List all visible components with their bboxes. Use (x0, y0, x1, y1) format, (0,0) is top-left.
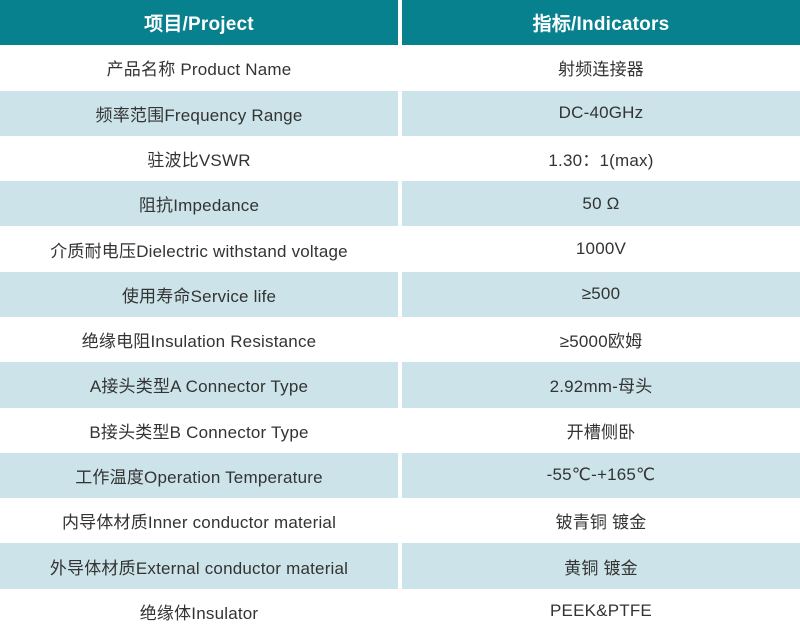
table-header-row: 项目/Project 指标/Indicators (0, 0, 800, 46)
indicator-cell: 1.30：1(max) (402, 135, 800, 182)
project-cell: 工作温度Operation Temperature (0, 452, 398, 499)
indicator-cell: 1000V (402, 226, 800, 272)
indicator-cell: DC-40GHz (402, 90, 800, 136)
project-cell: 绝缘体Insulator (0, 588, 398, 634)
table-row: 阻抗Impedance 50 Ω (0, 181, 800, 227)
project-cell: B接头类型B Connector Type (0, 407, 398, 453)
column-header-indicators: 指标/Indicators (402, 0, 800, 46)
project-cell: 产品名称 Product Name (0, 45, 398, 91)
project-cell: 使用寿命Service life (0, 271, 398, 317)
indicator-cell: -55℃-+165℃ (402, 452, 800, 499)
indicator-cell: 50 Ω (402, 181, 800, 227)
table-row: 使用寿命Service life ≥500 (0, 271, 800, 317)
indicator-cell: ≥5000欧姆 (402, 316, 800, 363)
project-cell: 内导体材质Inner conductor material (0, 498, 398, 544)
project-cell: 绝缘电阻Insulation Resistance (0, 316, 398, 363)
project-cell: 介质耐电压Dielectric withstand voltage (0, 226, 398, 272)
table-row: B接头类型B Connector Type 开槽侧卧 (0, 407, 800, 453)
project-cell: 外导体材质External conductor material (0, 543, 398, 589)
column-header-project: 项目/Project (0, 0, 398, 46)
indicator-cell: 射频连接器 (402, 45, 800, 91)
table-row: 外导体材质External conductor material 黄铜 镀金 (0, 543, 800, 589)
table-row: 驻波比VSWR 1.30：1(max) (0, 135, 800, 182)
table-row: 产品名称 Product Name 射频连接器 (0, 45, 800, 91)
indicator-cell: 黄铜 镀金 (402, 543, 800, 589)
table-row: 绝缘电阻Insulation Resistance ≥5000欧姆 (0, 316, 800, 363)
project-cell: 阻抗Impedance (0, 181, 398, 227)
table-row: 介质耐电压Dielectric withstand voltage 1000V (0, 226, 800, 272)
table-row: 内导体材质Inner conductor material 铍青铜 镀金 (0, 498, 800, 544)
project-cell: 频率范围Frequency Range (0, 90, 398, 136)
project-cell: 驻波比VSWR (0, 135, 398, 182)
table-row: 频率范围Frequency Range DC-40GHz (0, 90, 800, 136)
table-row: 工作温度Operation Temperature -55℃-+165℃ (0, 452, 800, 499)
indicator-cell: 2.92mm-母头 (402, 362, 800, 408)
indicator-cell: PEEK&PTFE (402, 588, 800, 634)
project-cell: A接头类型A Connector Type (0, 362, 398, 408)
indicator-cell: 开槽侧卧 (402, 407, 800, 453)
indicator-cell: ≥500 (402, 271, 800, 317)
table-row: A接头类型A Connector Type 2.92mm-母头 (0, 362, 800, 408)
table-row: 绝缘体Insulator PEEK&PTFE (0, 588, 800, 634)
indicator-cell: 铍青铜 镀金 (402, 498, 800, 544)
